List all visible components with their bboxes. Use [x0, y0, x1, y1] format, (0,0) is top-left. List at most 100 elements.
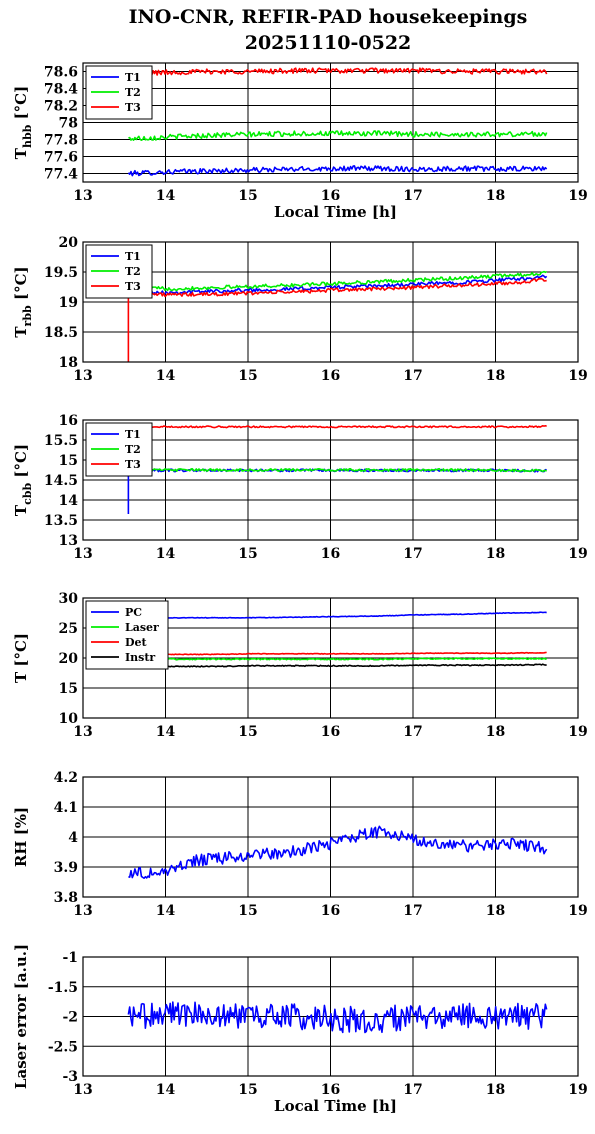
legend-label: T1 — [125, 428, 141, 441]
series-line-det — [128, 651, 547, 656]
x-tick-label: 18 — [486, 1082, 505, 1098]
plot-frame — [82, 956, 579, 1077]
x-tick-label: 15 — [238, 1082, 257, 1098]
x-tick-label: 17 — [403, 368, 422, 384]
x-tick-label: 15 — [238, 546, 257, 562]
panel-4: 13 14 15 16 17 18 19 10 15 20 25 30 T [°C] PC Laser Det… — [12, 591, 588, 740]
y-tick-label: 77.8 — [44, 133, 78, 149]
y-axis-label: Laser error [a.u.] — [12, 944, 30, 1089]
y-tick-label: -3 — [62, 1069, 78, 1085]
y-tick-label: 15.5 — [44, 433, 78, 449]
legend: PC Laser Det Instr — [85, 600, 169, 670]
y-tick-label: -2.5 — [48, 1039, 78, 1055]
y-axis-label: Thbb [°C] — [12, 86, 34, 159]
legend-label: T3 — [125, 280, 141, 293]
y-tick-label: 16 — [59, 413, 78, 429]
y-axis-label-main: T — [12, 504, 30, 516]
x-tick-label: 19 — [568, 188, 587, 204]
y-tick-label: 15 — [59, 453, 78, 469]
x-tick-label: 17 — [403, 724, 422, 740]
series-line-1 — [128, 825, 548, 880]
x-tick-label: 17 — [403, 546, 422, 562]
y-tick-label: 4.1 — [54, 800, 78, 816]
y-tick-label: 19 — [59, 295, 78, 311]
y-tick-label: 15 — [59, 681, 78, 697]
plot-frame — [82, 597, 579, 719]
y-axis-label-unit: [°C] — [12, 86, 30, 125]
x-tick-label: 14 — [156, 1082, 176, 1098]
y-axis-label: RH [%] — [12, 807, 30, 867]
series-line-instr — [128, 663, 547, 669]
x-tick-label: 13 — [73, 188, 92, 204]
y-tick-label: -1.5 — [48, 980, 78, 996]
legend-label: T3 — [125, 458, 141, 471]
x-tick-label: 15 — [238, 188, 257, 204]
series-line-pc — [128, 611, 547, 620]
panel-6: 13 14 15 16 17 18 19 -3 -2.5 -2 -1.5 -1 Local Time [… — [12, 944, 588, 1115]
y-axis-label-main: T [°C] — [12, 633, 30, 683]
y-axis-label-subscript: rbb — [21, 305, 34, 326]
y-axis-label-main: Laser error [a.u.] — [12, 944, 30, 1089]
series-line-t3 — [127, 277, 547, 298]
y-axis-label-subscript: hbb — [21, 124, 34, 148]
x-tick-label: 15 — [238, 724, 257, 740]
panel-5: 13 14 15 16 17 18 19 3.8 3.9 4 4.1 4.2 RH [%] — [12, 770, 588, 919]
legend-label: T2 — [125, 443, 141, 456]
x-tick-label: 17 — [403, 188, 422, 204]
x-axis-label: Local Time [h] — [274, 1097, 397, 1115]
x-tick-label: 15 — [238, 368, 257, 384]
x-tick-label: 14 — [156, 724, 176, 740]
x-tick-label: 16 — [321, 368, 340, 384]
y-tick-label: -2 — [62, 1010, 78, 1026]
series-line-t3 — [127, 67, 548, 77]
y-tick-label: 18.5 — [44, 325, 78, 341]
panel-3: 13 14 15 16 17 18 19 13 13.5 14 14.5 15 15.5 16 Tcbb [… — [12, 413, 588, 562]
y-tick-label: 18 — [59, 355, 78, 371]
y-tick-label: 14 — [59, 493, 79, 509]
y-tick-label: 77.6 — [44, 150, 78, 166]
legend-label: T2 — [125, 86, 141, 99]
y-tick-label: 78.6 — [44, 65, 78, 81]
legend: T1 T2 T3 — [85, 422, 153, 477]
series-line-t3 — [128, 424, 547, 429]
x-axis-label: Local Time [h] — [274, 203, 397, 221]
chart-title-line-1: INO-CNR, REFIR-PAD housekeepings — [129, 6, 528, 28]
plot-frame — [82, 419, 579, 541]
x-tick-label: 16 — [321, 724, 340, 740]
legend-label: PC — [125, 606, 142, 619]
y-tick-label: 25 — [59, 621, 78, 637]
y-tick-label: 10 — [59, 711, 79, 727]
legend-label: Laser — [125, 621, 159, 634]
y-tick-label: 20 — [59, 651, 79, 667]
y-tick-label: 3.8 — [54, 890, 78, 906]
y-tick-label: 77.4 — [44, 167, 78, 183]
x-tick-label: 18 — [486, 903, 505, 919]
y-tick-label: 78.4 — [44, 82, 78, 98]
y-axis-label: T [°C] — [12, 633, 30, 683]
x-tick-label: 19 — [568, 368, 587, 384]
y-tick-label: 19.5 — [44, 265, 78, 281]
y-axis-label-unit: [°C] — [12, 266, 30, 305]
y-tick-label: 20 — [59, 235, 79, 251]
y-tick-label: 4 — [68, 830, 78, 846]
x-tick-label: 17 — [403, 903, 422, 919]
y-axis-label-main: T — [12, 326, 30, 338]
legend-label: Det — [125, 636, 148, 649]
x-tick-label: 14 — [156, 546, 176, 562]
y-tick-label: 78 — [59, 116, 78, 132]
y-axis-label: Tcbb [°C] — [12, 444, 34, 516]
y-tick-label: 78.2 — [44, 99, 78, 115]
x-tick-label: 14 — [156, 188, 176, 204]
x-tick-label: 16 — [321, 546, 340, 562]
y-tick-label: 30 — [59, 591, 79, 607]
series-line-1 — [127, 1001, 548, 1034]
legend-label: T2 — [125, 265, 141, 278]
x-tick-label: 13 — [73, 1082, 92, 1098]
x-tick-label: 19 — [568, 546, 587, 562]
legend-label: T1 — [125, 250, 141, 263]
legend: T1 T2 T3 — [85, 65, 153, 120]
x-tick-label: 18 — [486, 546, 505, 562]
x-tick-label: 14 — [156, 368, 176, 384]
